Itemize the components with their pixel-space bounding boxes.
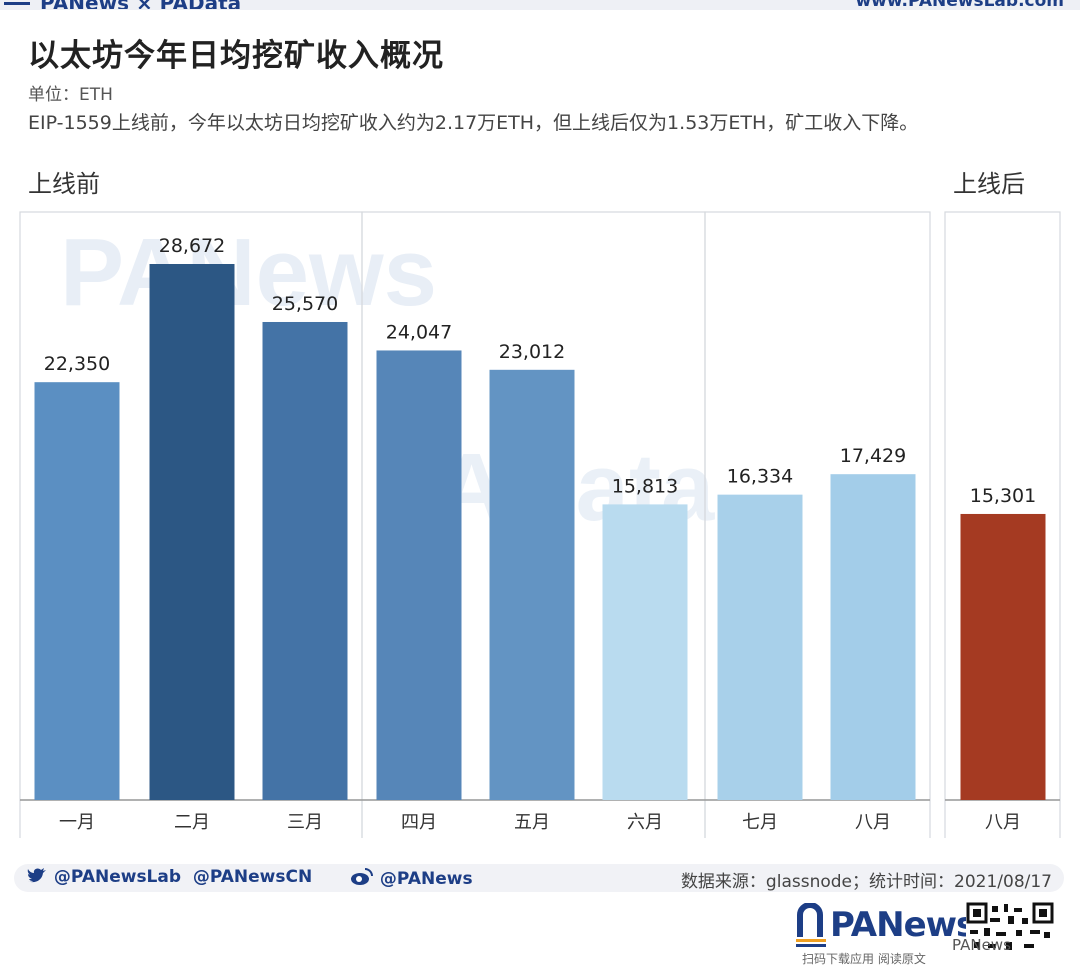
- twitter-group[interactable]: @PANewsLab @PANewsCN: [26, 867, 312, 887]
- x-tick-label: 八月: [985, 812, 1021, 833]
- x-tick-label: 一月: [59, 812, 95, 833]
- data-label: 16,334: [727, 466, 793, 488]
- bar: [34, 382, 120, 800]
- twitter-handles: @PANewsLab @PANewsCN: [53, 867, 313, 887]
- data-label: 25,570: [272, 293, 338, 315]
- wechat-label: PANews: [952, 936, 1011, 954]
- bar: [262, 321, 348, 800]
- logo-text: PANews: [830, 905, 976, 945]
- scan-caption: 扫码下载应用 阅读原文: [802, 952, 926, 966]
- watermark-top: PANews: [60, 219, 437, 326]
- logo-mark-icon: [796, 903, 826, 947]
- page-title: 以太坊今年日均挖矿收入概况: [28, 38, 444, 74]
- x-tick-label: 五月: [514, 812, 550, 833]
- qr-code-icon: [966, 902, 1054, 963]
- section-label-after: 上线后: [953, 170, 1025, 198]
- x-tick-label: 三月: [287, 812, 323, 833]
- bar: [602, 504, 688, 800]
- value-labels: 22,350 28,672 25,570 24,047 23,012 15,813 16,3…: [44, 235, 1036, 507]
- top-banner: [0, 0, 1080, 10]
- x-tick-label: 六月: [627, 812, 663, 833]
- x-tick-label: 八月: [855, 812, 891, 833]
- data-label: 17,429: [840, 445, 906, 467]
- x-tick-label: 七月: [742, 812, 778, 833]
- data-label: 24,047: [386, 321, 452, 343]
- bars: [34, 264, 1046, 800]
- qr-code[interactable]: PANews: [952, 902, 1054, 963]
- data-label: 22,350: [44, 353, 110, 375]
- data-label: 15,813: [612, 475, 678, 497]
- data-label: 23,012: [499, 341, 565, 363]
- x-tick-labels: 一月 二月 三月 四月 五月 六月 七月 八月 八月: [59, 812, 1021, 833]
- x-tick-label: 二月: [174, 812, 210, 833]
- weibo-group[interactable]: @PANews: [350, 867, 473, 889]
- data-label: 15,301: [970, 485, 1036, 507]
- bar: [376, 350, 462, 800]
- x-tick-label: 四月: [401, 812, 437, 833]
- twitter-icon: [27, 868, 46, 883]
- bar: [149, 264, 235, 800]
- data-source: 数据来源：glassnode；统计时间：2021/08/17: [680, 872, 1052, 892]
- weibo-handle: @PANews: [379, 869, 473, 889]
- brand-stripes-icon: [4, 0, 30, 9]
- bar: [830, 474, 916, 800]
- bar: [717, 494, 803, 800]
- chart-description: EIP-1559上线前，今年以太坊日均挖矿收入约为2.17万ETH，但上线后仅为…: [28, 112, 919, 134]
- bar-chart: PANews PAData 22,35028,67225,57024,04723…: [19, 211, 1061, 838]
- unit-label: 单位：ETH: [28, 85, 113, 105]
- weibo-icon: [351, 868, 373, 885]
- brand-url[interactable]: www.PANewsLab.com: [855, 0, 1064, 9]
- footer-bar: @PANewsLab @PANewsCN @PANews 数据来源：glassn…: [14, 864, 1064, 892]
- bar: [489, 369, 575, 800]
- bar: [960, 513, 1046, 800]
- brand-header-left: PANews × PAData: [0, 0, 241, 9]
- section-label-before: 上线前: [28, 170, 100, 198]
- data-label: 28,672: [159, 235, 225, 257]
